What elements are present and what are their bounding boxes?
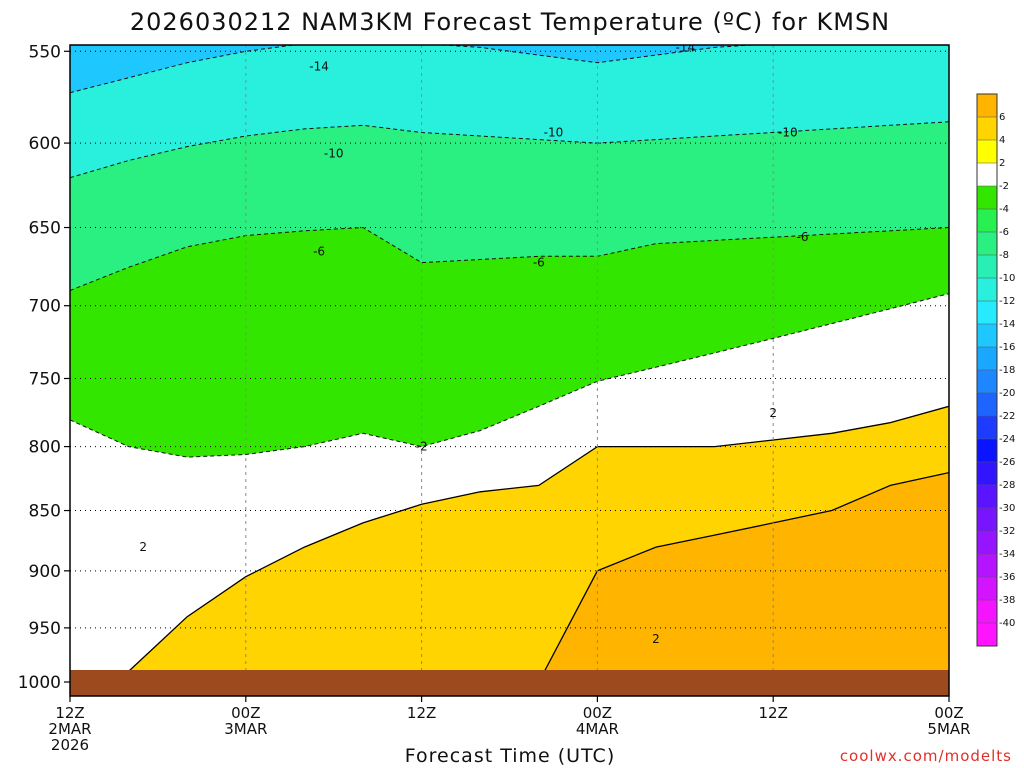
colorbar-swatch bbox=[977, 163, 997, 187]
colorbar-label: -34 bbox=[999, 549, 1015, 560]
x-tick-label: 3MAR bbox=[224, 720, 267, 738]
colorbar-swatch bbox=[977, 186, 997, 210]
colorbar-swatch bbox=[977, 94, 997, 118]
colorbar-swatch bbox=[977, 508, 997, 532]
colorbar-label: 2 bbox=[999, 158, 1005, 169]
colorbar-label: -32 bbox=[999, 526, 1015, 537]
isotherm-line bbox=[70, 45, 760, 94]
y-tick-label: 900 bbox=[29, 562, 61, 582]
contour-labels: -58-54-54-50-50-46-42-42-38-38-34-34-34-… bbox=[139, 40, 809, 646]
contour-label: 2 bbox=[139, 540, 147, 554]
colorbar-swatch bbox=[977, 485, 997, 509]
temperature-band bbox=[70, 472, 949, 696]
colorbar-label: -20 bbox=[999, 388, 1015, 399]
x-tick-label: 00Z bbox=[583, 704, 612, 722]
contour-label: -14 bbox=[675, 40, 695, 54]
colorbar-label: -40 bbox=[999, 618, 1015, 629]
y-tick-label: 550 bbox=[29, 42, 61, 62]
colorbar-swatch bbox=[977, 623, 997, 647]
y-tick-label: 850 bbox=[29, 502, 61, 522]
x-tick-label: 12Z bbox=[407, 704, 436, 722]
colorbar-swatch bbox=[977, 554, 997, 578]
colorbar-label: -6 bbox=[999, 227, 1009, 238]
colorbar-label: -14 bbox=[999, 319, 1015, 330]
colorbar-swatch bbox=[977, 278, 997, 302]
colorbar-label: -8 bbox=[999, 250, 1009, 261]
colorbar-swatch bbox=[977, 232, 997, 256]
colorbar-swatch bbox=[977, 439, 997, 463]
colorbar-swatch bbox=[977, 140, 997, 164]
x-tick-label: 2026 bbox=[51, 736, 89, 754]
x-tick-label: 4MAR bbox=[576, 720, 619, 738]
contour-label: -2 bbox=[416, 440, 428, 454]
colorbar-label: -22 bbox=[999, 411, 1015, 422]
x-tick-label: 00Z bbox=[231, 704, 260, 722]
contour-label: -10 bbox=[324, 147, 344, 161]
y-tick-label: 1000 bbox=[18, 673, 61, 693]
colorbar-label: -24 bbox=[999, 434, 1015, 445]
plot-area: -58-54-54-50-50-46-42-42-38-38-34-34-34-… bbox=[70, 0, 949, 696]
contour-label: 2 bbox=[652, 632, 660, 646]
colorbar-label: -10 bbox=[999, 273, 1015, 284]
y-tick-label: 600 bbox=[29, 134, 61, 154]
colorbar-label: -28 bbox=[999, 480, 1015, 491]
colorbar-label: -4 bbox=[999, 204, 1009, 215]
contour-label: -6 bbox=[313, 245, 325, 259]
colorbar-label: -36 bbox=[999, 572, 1015, 583]
colorbar-swatch bbox=[977, 209, 997, 233]
colorbar-label: -26 bbox=[999, 457, 1015, 468]
colorbar-swatch bbox=[977, 370, 997, 394]
contour-label: -10 bbox=[544, 125, 564, 139]
colorbar-swatch bbox=[977, 600, 997, 624]
ground-surface bbox=[70, 670, 949, 696]
x-tick-label: 12Z bbox=[55, 704, 84, 722]
contour-label: 2 bbox=[769, 406, 777, 420]
colorbar-label: 4 bbox=[999, 135, 1005, 146]
y-tick-label: 750 bbox=[29, 369, 61, 389]
colorbar-swatch bbox=[977, 416, 997, 440]
isotherm-line bbox=[70, 0, 949, 8]
colorbar-label: -2 bbox=[999, 181, 1009, 192]
x-axis-label: Forecast Time (UTC) bbox=[405, 745, 615, 767]
colorbar-label: -16 bbox=[999, 342, 1015, 353]
contour-label: -6 bbox=[533, 256, 545, 270]
chart-title: 2026030212 NAM3KM Forecast Temperature (… bbox=[130, 8, 890, 36]
colorbar-swatch bbox=[977, 117, 997, 141]
colorbar-swatch bbox=[977, 324, 997, 348]
colorbar-label: -38 bbox=[999, 595, 1015, 606]
y-tick-label: 700 bbox=[29, 297, 61, 317]
colorbar-label: -12 bbox=[999, 296, 1015, 307]
colorbar-label: 6 bbox=[999, 112, 1005, 123]
x-tick-label: 00Z bbox=[934, 704, 963, 722]
colorbar-swatch bbox=[977, 301, 997, 325]
x-tick-label: 12Z bbox=[759, 704, 788, 722]
isotherm-line bbox=[70, 226, 949, 291]
contour-label: -10 bbox=[778, 125, 798, 139]
y-tick-label: 950 bbox=[29, 619, 61, 639]
y-axis: 2503003504004505005506006507007508008509… bbox=[18, 42, 70, 693]
y-tick-label: 800 bbox=[29, 438, 61, 458]
colorbar-swatch bbox=[977, 577, 997, 601]
temperature-bands bbox=[70, 45, 949, 696]
x-tick-label: 2MAR bbox=[48, 720, 91, 738]
colorbar: 6 4 2 -2 -4 -6 -8 -10 -12 -14 -16 -18 -20 -22 -24 -26 -2… bbox=[976, 93, 1015, 647]
colorbar-swatch bbox=[977, 462, 997, 486]
colorbar-swatch bbox=[977, 347, 997, 371]
plot-border bbox=[69, 44, 950, 697]
colorbar-swatch bbox=[977, 393, 997, 417]
y-tick-label: 650 bbox=[29, 219, 61, 239]
credit-text: coolwx.com/modelts bbox=[840, 747, 1012, 765]
contour-label: -6 bbox=[797, 230, 809, 244]
colorbar-label: -18 bbox=[999, 365, 1015, 376]
colorbar-label: -30 bbox=[999, 503, 1015, 514]
x-tick-label: 5MAR bbox=[927, 720, 970, 738]
colorbar-swatch bbox=[977, 531, 997, 555]
colorbar-swatch bbox=[977, 255, 997, 279]
contour-label: -14 bbox=[309, 60, 329, 74]
isotherm-line bbox=[70, 405, 949, 683]
